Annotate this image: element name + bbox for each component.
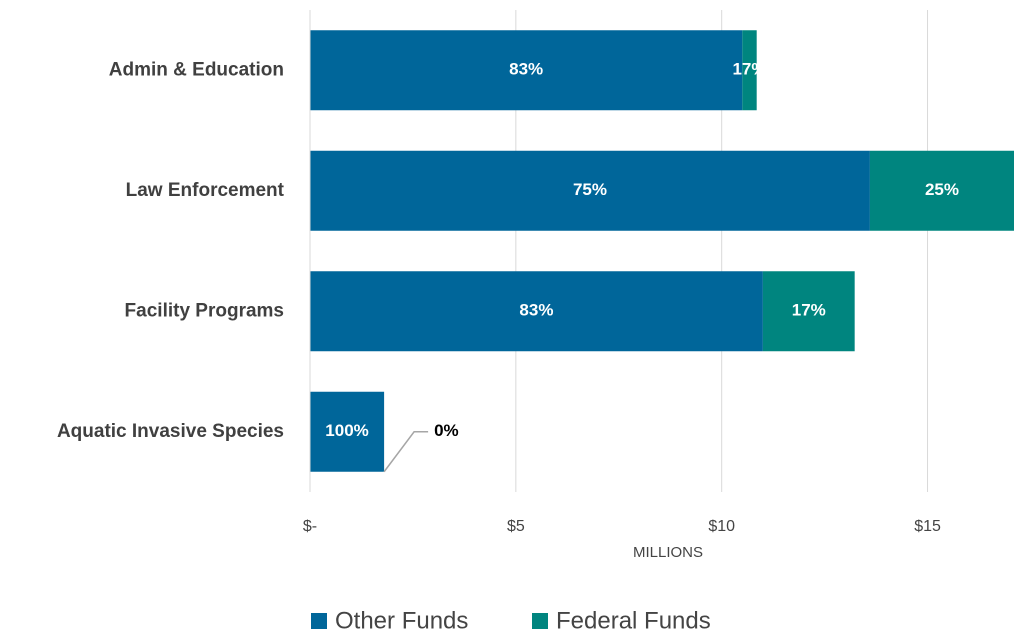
y-tick-label: Law Enforcement: [126, 180, 285, 201]
bar-segment: [310, 150, 870, 231]
bar-segment: [310, 391, 385, 472]
data-label: 83%: [509, 60, 543, 79]
x-tick-label: $5: [507, 518, 525, 535]
legend-swatch: [311, 613, 327, 629]
bar-segment: [762, 271, 855, 352]
bars: [310, 30, 1014, 472]
data-label: 17%: [732, 60, 766, 79]
bar-segment: [869, 150, 1014, 231]
x-axis-label: MILLIONS: [633, 544, 703, 561]
bar-segment: [742, 30, 757, 111]
y-tick-label: Aquatic Invasive Species: [57, 421, 284, 442]
leader-line: [383, 431, 429, 473]
legend-label: Other Funds: [335, 607, 468, 634]
x-tick-label: $-: [303, 518, 317, 535]
y-tick-label: Admin & Education: [109, 59, 284, 80]
data-label: 25%: [925, 180, 959, 199]
data-label: 100%: [325, 421, 368, 440]
y-tick-label: Facility Programs: [125, 300, 284, 321]
legend-swatch: [532, 613, 548, 629]
data-label: 75%: [573, 180, 607, 199]
data-label: 0%: [434, 421, 459, 440]
x-tick-label: $10: [708, 518, 735, 535]
bar-segment: [310, 271, 763, 352]
data-label: 17%: [792, 301, 826, 320]
x-tick-label: $15: [914, 518, 941, 535]
legend-label: Federal Funds: [556, 607, 711, 634]
bar-segment: [310, 30, 743, 111]
data-label: 83%: [519, 301, 553, 320]
